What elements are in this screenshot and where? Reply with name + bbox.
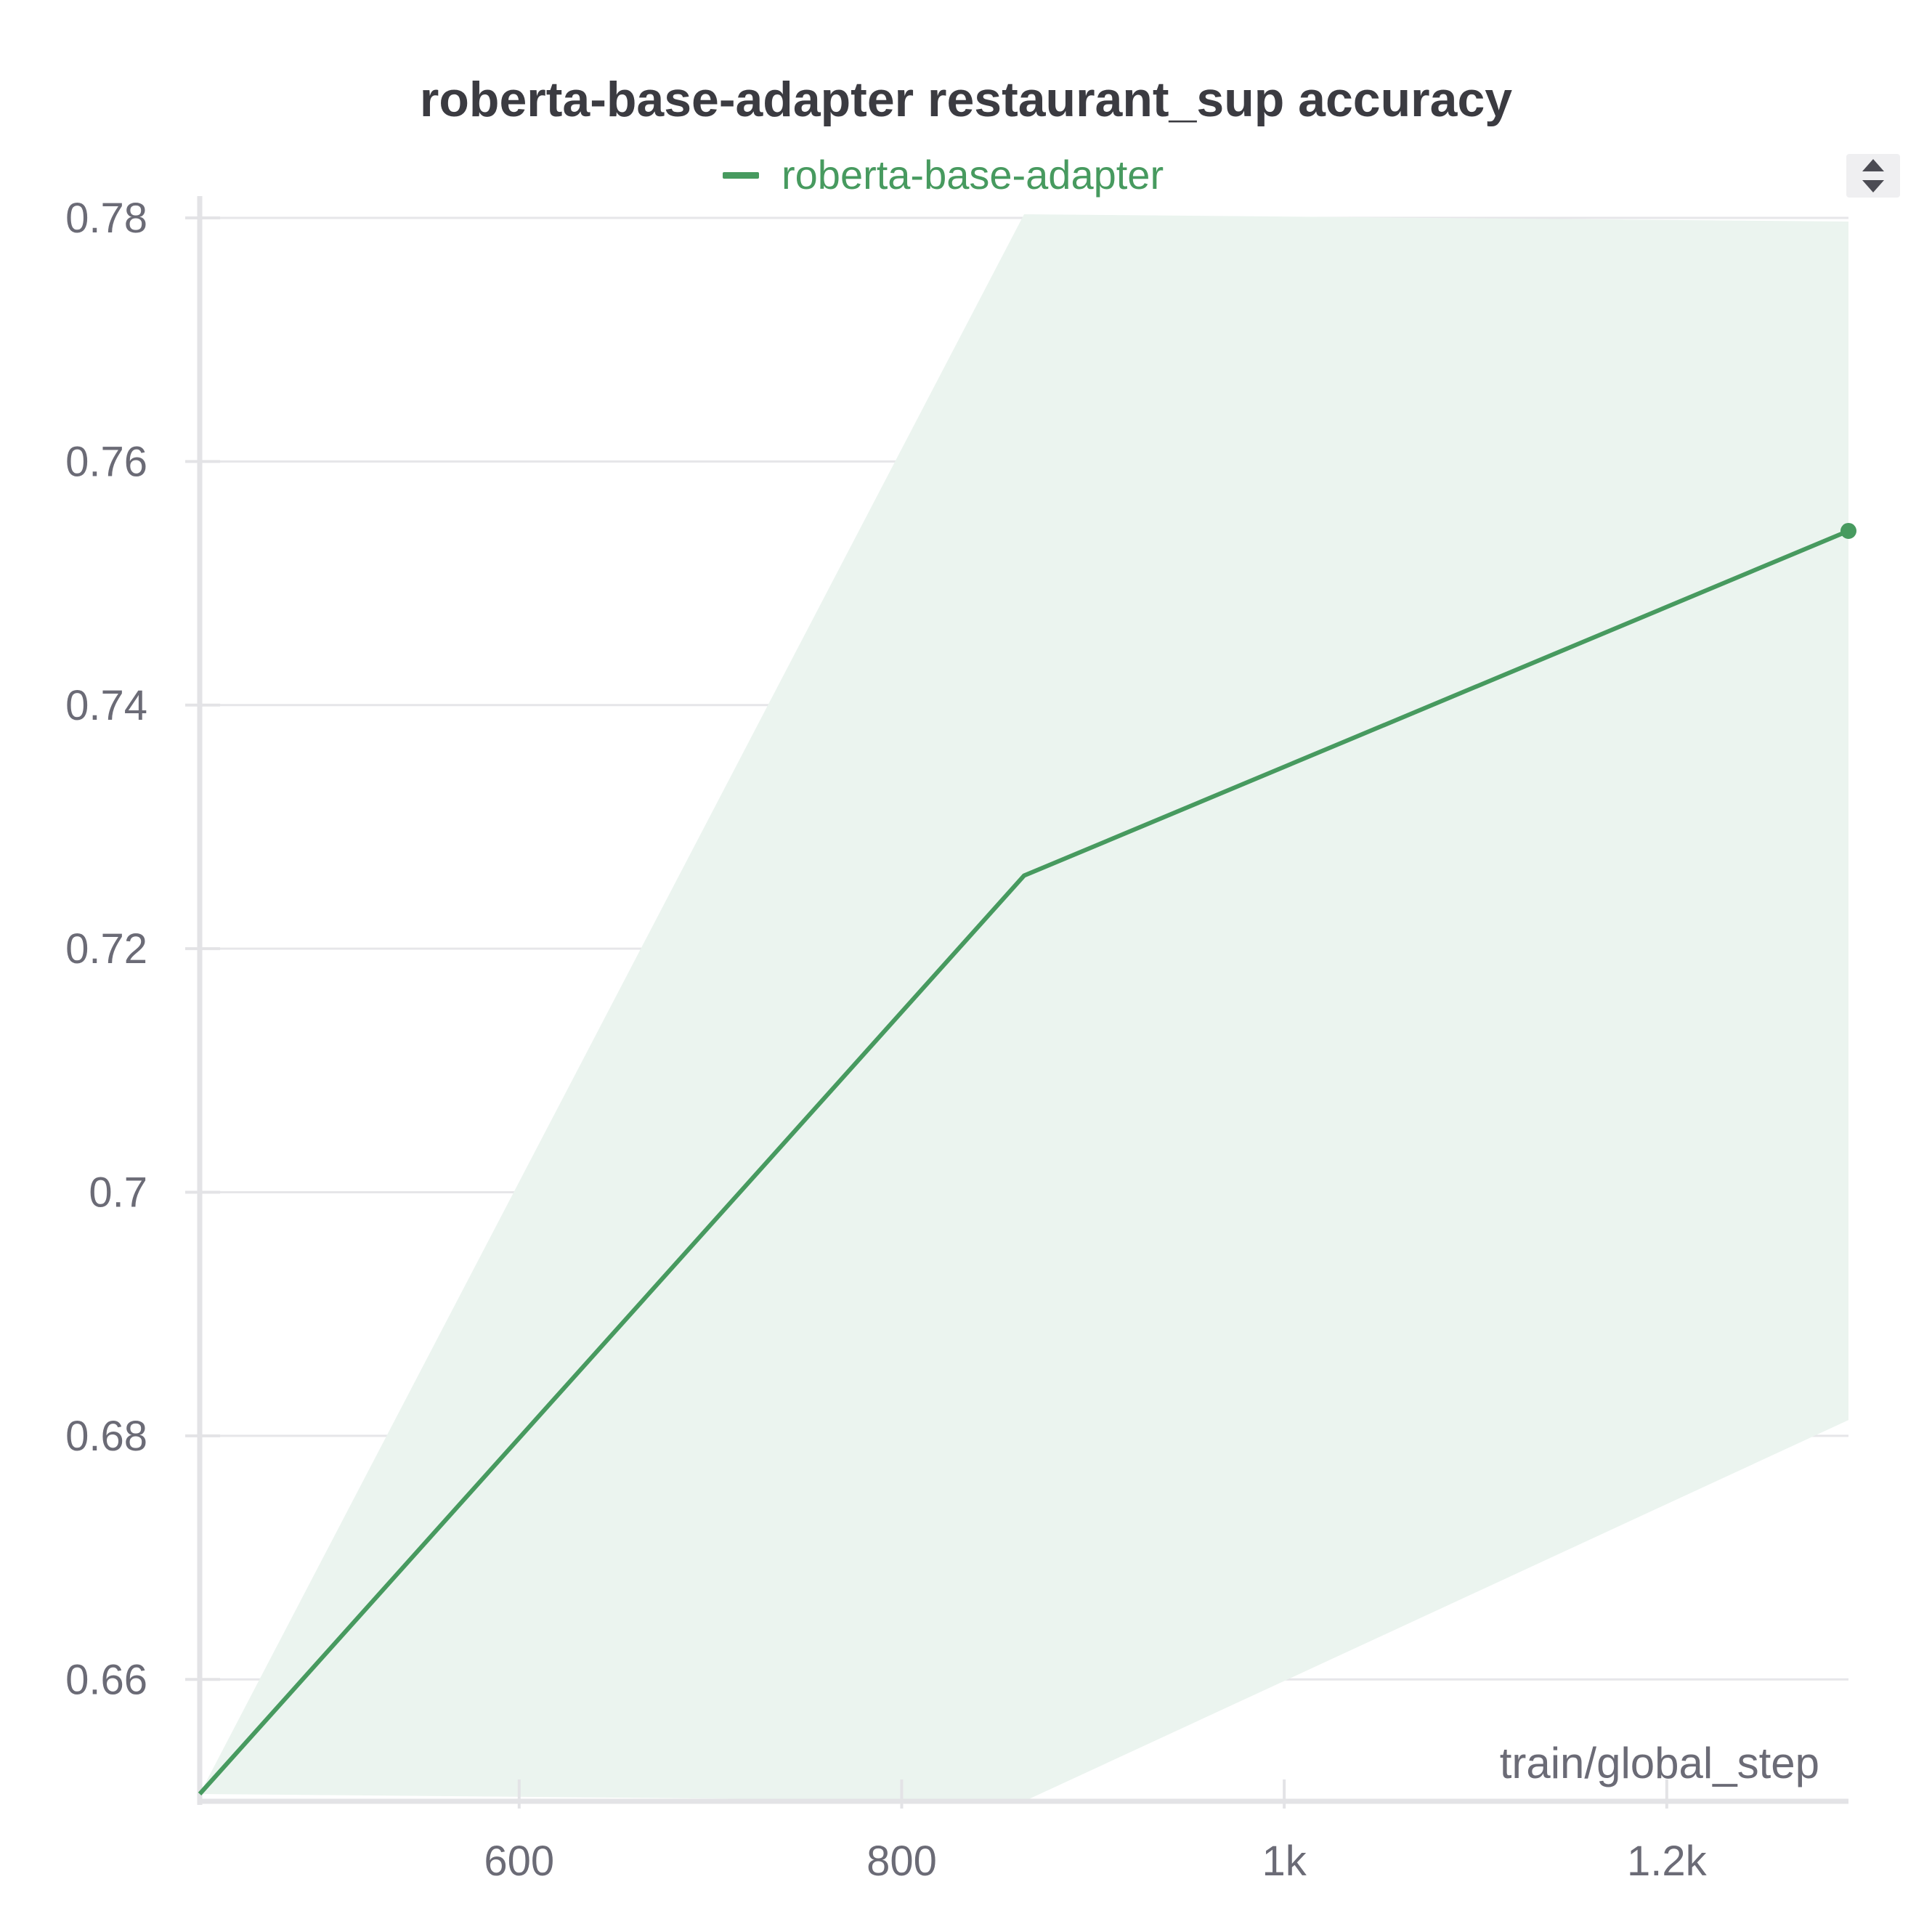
series-layer xyxy=(198,522,1856,1795)
x-tick-label: 800 xyxy=(866,1838,937,1885)
series-band xyxy=(200,214,1848,1801)
series-line xyxy=(198,529,1850,1795)
x-tick-label: 1.2k xyxy=(1627,1838,1708,1885)
x-tick-label: 1k xyxy=(1262,1838,1307,1885)
sort-up-down-icon xyxy=(1862,159,1884,192)
y-tick-label: 0.76 xyxy=(65,438,147,485)
legend-label: roberta-base-adapter xyxy=(782,152,1164,198)
y-tick-label: 0.72 xyxy=(65,925,147,973)
x-axis-label: train/global_step xyxy=(1500,1739,1819,1787)
confidence-band xyxy=(200,214,1848,1801)
y-tick-label: 0.68 xyxy=(65,1413,147,1460)
y-tick-labels: 0.66 0.68 0.7 0.72 0.74 0.76 0.78 xyxy=(65,195,147,1703)
sort-button[interactable] xyxy=(1846,154,1900,198)
y-tick-label: 0.78 xyxy=(65,195,147,242)
axes xyxy=(185,196,1848,1809)
y-tick-label: 0.74 xyxy=(65,682,147,729)
y-tick-label: 0.66 xyxy=(65,1656,147,1703)
x-tick-labels: 600 800 1k 1.2k xyxy=(484,1838,1707,1885)
legend-swatch xyxy=(723,172,759,179)
x-tick-label: 600 xyxy=(484,1838,554,1885)
series-endpoint[interactable] xyxy=(1840,522,1856,539)
y-tick-label: 0.7 xyxy=(89,1169,147,1217)
chart-title: roberta-base-adapter restaurant_sup accu… xyxy=(420,72,1512,127)
legend[interactable]: roberta-base-adapter xyxy=(723,152,1164,198)
